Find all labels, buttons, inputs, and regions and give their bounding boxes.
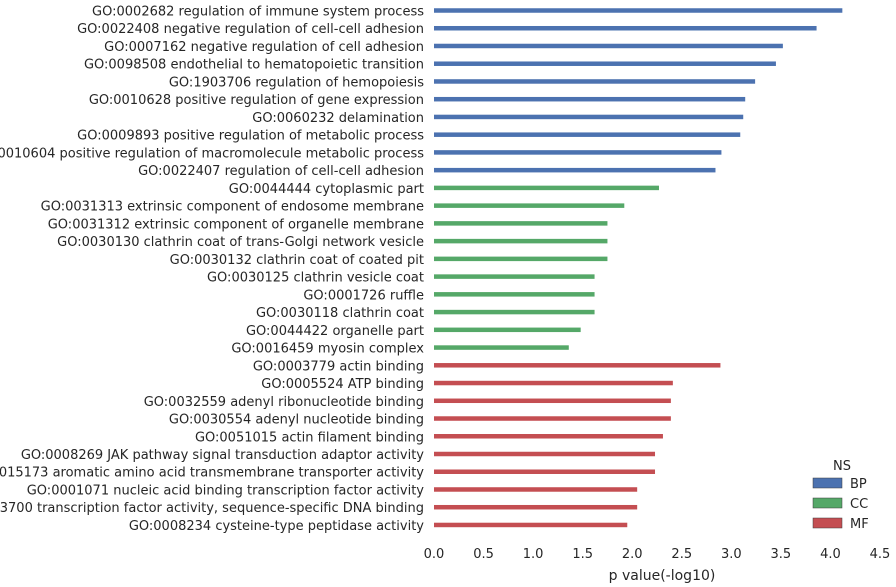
bar-bp bbox=[434, 167, 716, 173]
category-label: GO:0009893 positive regulation of metabo… bbox=[77, 129, 424, 144]
category-label: GO:0001726 ruffle bbox=[303, 288, 424, 303]
category-label: GO:0030118 clathrin coat bbox=[256, 306, 424, 321]
x-tick-label: 3.0 bbox=[721, 547, 742, 562]
bar-bp bbox=[434, 8, 843, 13]
bar-cc bbox=[434, 327, 581, 333]
category-label: GO:0030554 adenyl nucleotide binding bbox=[169, 413, 424, 428]
x-tick-label: 0.0 bbox=[424, 547, 445, 562]
bar-mf bbox=[434, 469, 656, 474]
bar-mf bbox=[434, 398, 671, 404]
category-label: GO:0051015 actin filament binding bbox=[195, 430, 424, 445]
category-label: GO:0002682 regulation of immune system p… bbox=[92, 5, 424, 20]
bar-mf bbox=[434, 522, 628, 528]
category-label: GO:0015173 aromatic amino acid transmemb… bbox=[0, 466, 424, 481]
category-label: GO:0032559 adenyl ribonucleotide binding bbox=[144, 395, 424, 410]
category-label: GO:0016459 myosin complex bbox=[231, 342, 424, 357]
x-tick-label: 4.0 bbox=[820, 547, 841, 562]
bar-bp bbox=[434, 132, 741, 137]
legend: NS BP CC MF bbox=[812, 459, 869, 532]
x-tick-label: 4.5 bbox=[870, 547, 891, 562]
category-label: GO:0022407 regulation of cell-cell adhes… bbox=[138, 164, 424, 179]
category-label: GO:0060232 delamination bbox=[252, 111, 424, 126]
legend-swatch-mf bbox=[812, 517, 843, 529]
x-tick-label: 0.5 bbox=[473, 547, 494, 562]
category-label: GO:0022408 negative regulation of cell-c… bbox=[77, 22, 424, 37]
legend-swatch-cc bbox=[812, 497, 843, 509]
category-label: GO:0007162 negative regulation of cell a… bbox=[104, 40, 424, 55]
category-label: GO:0044444 cytoplasmic part bbox=[229, 182, 424, 197]
category-label: GO:0003700 transcription factor activity… bbox=[0, 501, 424, 516]
category-label: GO:0001071 nucleic acid binding transcri… bbox=[27, 483, 425, 498]
category-label: GO:0030130 clathrin coat of trans-Golgi … bbox=[57, 235, 424, 250]
legend-swatch-bp bbox=[812, 477, 843, 489]
bar-mf bbox=[434, 451, 656, 457]
bar-cc bbox=[434, 203, 625, 208]
legend-label-bp: BP bbox=[850, 477, 867, 492]
x-tick-label: 3.5 bbox=[771, 547, 792, 562]
x-tick-label: 2.0 bbox=[622, 547, 643, 562]
category-label: GO:0031313 extrinsic component of endoso… bbox=[41, 200, 424, 215]
bar-cc bbox=[434, 256, 608, 262]
bar-cc bbox=[434, 274, 595, 279]
bars-layer bbox=[434, 8, 843, 528]
x-axis-ticks: 0.0 0.5 1.0 1.5 2.0 2.5 3.0 3.5 4.0 4.5 bbox=[424, 547, 891, 562]
bar-mf bbox=[434, 363, 721, 368]
bar-bp bbox=[434, 25, 817, 31]
legend-label-cc: CC bbox=[850, 497, 868, 512]
bar-cc bbox=[434, 238, 608, 244]
bar-mf bbox=[434, 416, 671, 421]
category-label: GO:0008269 JAK pathway signal transducti… bbox=[21, 448, 424, 463]
category-label: GO:0044422 organelle part bbox=[246, 324, 424, 339]
bar-bp bbox=[434, 114, 744, 120]
category-label: GO:1903706 regulation of hemopoiesis bbox=[169, 75, 424, 90]
category-label: GO:0031312 extrinsic component of organe… bbox=[48, 217, 424, 232]
bar-cc bbox=[434, 221, 608, 226]
bar-bp bbox=[434, 150, 722, 155]
bar-mf bbox=[434, 487, 638, 492]
bar-cc bbox=[434, 309, 595, 315]
category-label: GO:0010628 positive regulation of gene e… bbox=[89, 93, 424, 108]
category-label: GO:0003779 actin binding bbox=[253, 359, 424, 374]
x-tick-label: 1.5 bbox=[572, 547, 593, 562]
bar-bp bbox=[434, 61, 776, 66]
x-axis-title: p value(-log10) bbox=[609, 568, 716, 584]
bar-mf bbox=[434, 504, 638, 510]
bar-bp bbox=[434, 79, 756, 84]
x-tick-label: 2.5 bbox=[671, 547, 692, 562]
category-label: GO:0008234 cysteine-type peptidase activ… bbox=[129, 519, 424, 534]
bar-cc bbox=[434, 185, 659, 191]
legend-title: NS bbox=[833, 459, 851, 474]
bar-mf bbox=[434, 380, 673, 386]
category-label: GO:0030132 clathrin coat of coated pit bbox=[170, 253, 424, 268]
category-label: GO:0030125 clathrin vesicle coat bbox=[207, 271, 424, 286]
category-label: GO:0098508 endothelial to hematopoietic … bbox=[84, 58, 424, 73]
category-label: GO:0005524 ATP binding bbox=[261, 377, 424, 392]
bar-bp bbox=[434, 96, 746, 102]
bar-mf bbox=[434, 434, 663, 439]
bar-cc bbox=[434, 292, 595, 297]
category-labels: GO:0002682 regulation of immune system p… bbox=[0, 5, 424, 534]
legend-label-mf: MF bbox=[850, 517, 869, 532]
category-label: GO:0010604 positive regulation of macrom… bbox=[0, 146, 424, 161]
x-tick-label: 1.0 bbox=[523, 547, 544, 562]
bar-cc bbox=[434, 345, 569, 350]
bar-bp bbox=[434, 43, 783, 49]
